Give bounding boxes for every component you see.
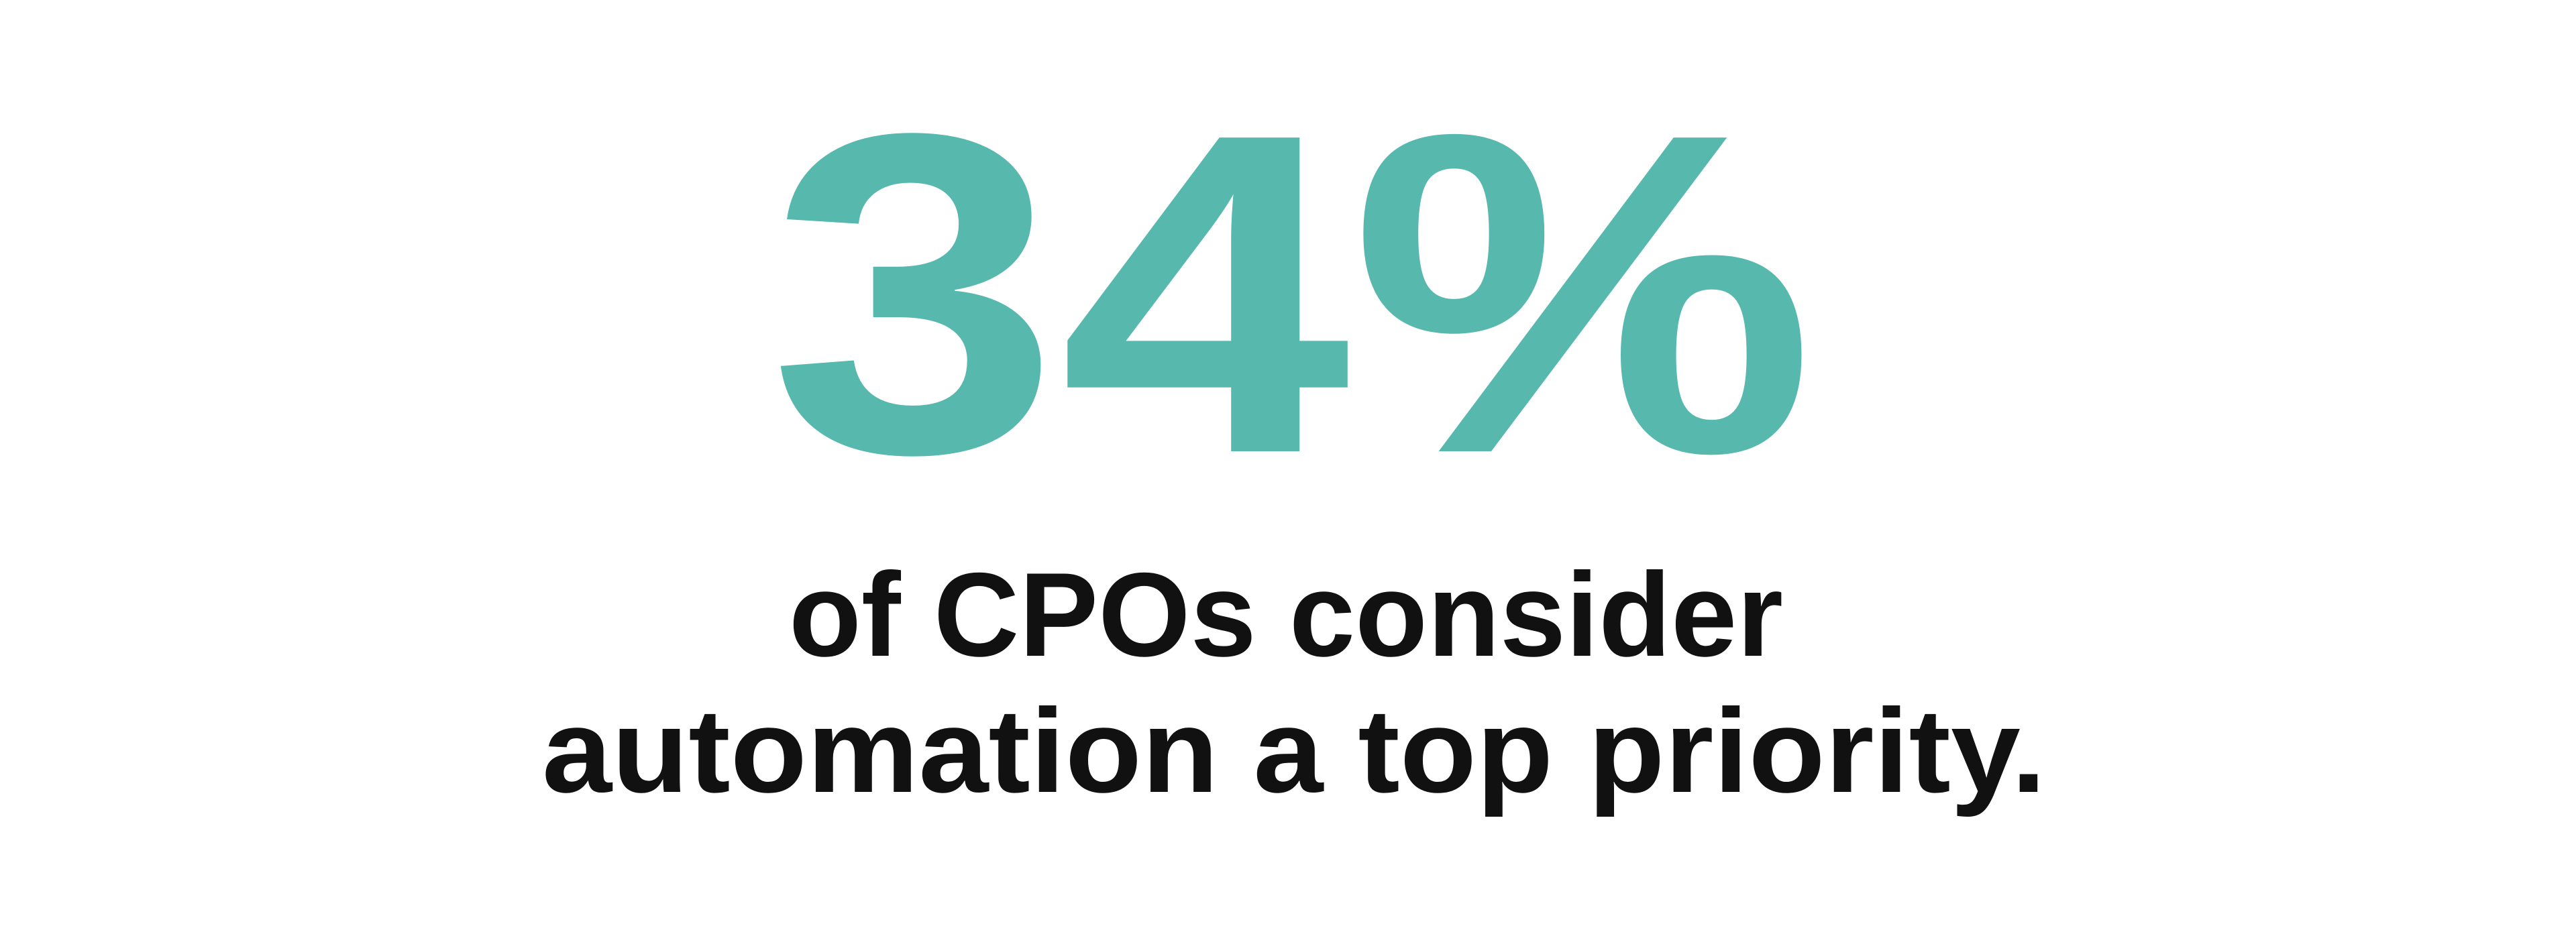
stat-caption-line-2: automation a top priority. (542, 684, 2046, 817)
stat-caption-line-1: of CPOs consider (789, 548, 1783, 681)
stat-value: 34% (769, 39, 1815, 548)
